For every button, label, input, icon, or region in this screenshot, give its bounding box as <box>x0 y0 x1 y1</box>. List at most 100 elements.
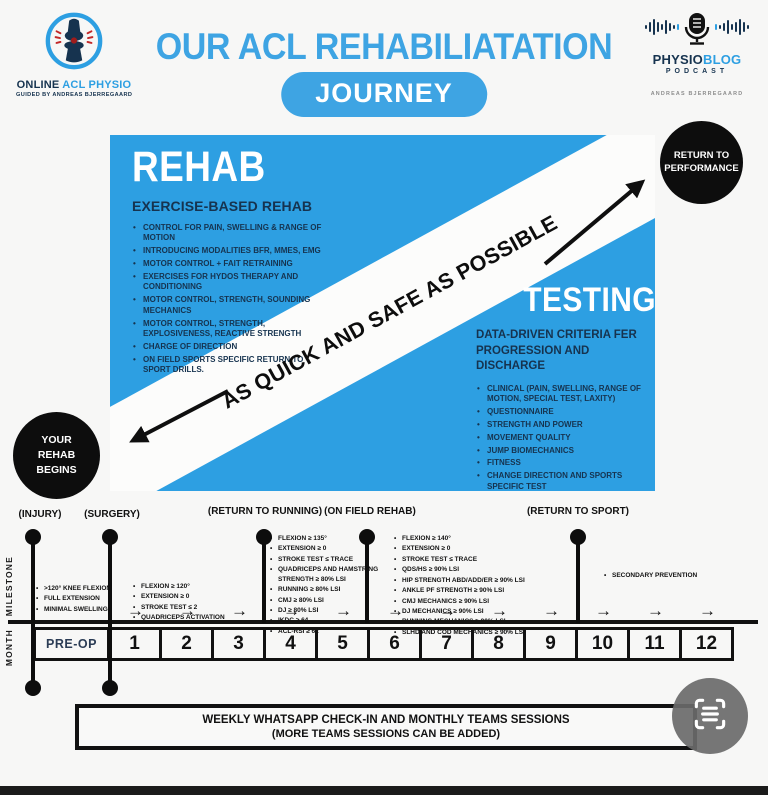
rehab-testing-panel: REHAB EXERCISE-BASED REHAB CONTROL FOR P… <box>110 135 655 491</box>
milestone-item: FLEXION ≥ 140° <box>394 534 536 544</box>
podcast-author: ANDREAS BJERREGAARD <box>650 91 744 97</box>
month-cell: 2 <box>159 627 214 661</box>
rehab-bullet: MOTOR CONTROL + FAIT RETRAINING <box>132 259 332 270</box>
rehab-subheading: EXERCISE-BASED REHAB <box>132 198 313 214</box>
event-label-on-field-rehab: (ON FIELD REHAB) <box>324 506 416 517</box>
logo-brand-text: ONLINE ACL PHYSIO <box>16 79 132 91</box>
online-acl-physio-logo: ONLINE ACL PHYSIO GUIDED BY ANDREAS BJER… <box>16 10 132 98</box>
bottom-letterbox-bar <box>0 786 768 795</box>
event-dot <box>570 529 586 545</box>
testing-bullet: FITNESS <box>476 458 655 469</box>
page-title: OUR ACL REHABILIATATION <box>155 26 613 67</box>
testing-section: TESTING DATA-DRIVEN CRITERIA FER PROGRES… <box>476 281 655 491</box>
milestone-item: DJ MECHANICS ≥ 90% LSI <box>394 607 536 617</box>
rehab-bullet: MOTOR CONTROL, STRENGTH, SOUNDING MECHAN… <box>132 295 332 316</box>
microphone-icon <box>641 13 753 50</box>
event-label-surgery: (SURGERY) <box>84 509 140 520</box>
month-cell: 12 <box>679 627 734 661</box>
milestone-item: ACL-RSI ≥ 62 <box>270 627 383 637</box>
milestone-item: DJ ≥ 80% LSI <box>270 606 383 616</box>
right-arrow-icon: → <box>127 601 144 620</box>
right-arrow-icon: → <box>231 601 248 620</box>
scan-document-icon <box>689 693 731 740</box>
event-dot <box>359 529 375 545</box>
month-cell: PRE-OP <box>33 627 110 661</box>
right-arrow-icon: → <box>543 601 560 620</box>
milestones-injury: >120° KNEE FLEXIONFULL EXTENSIONMINIMAL … <box>36 584 118 615</box>
rehab-section: REHAB EXERCISE-BASED REHAB CONTROL FOR P… <box>132 143 387 378</box>
right-arrow-icon: → <box>283 601 300 620</box>
milestone-item: EXTENSION ≥ 0 <box>133 592 245 602</box>
event-stem <box>108 537 112 690</box>
event-stem <box>576 537 580 623</box>
podcast-brand-text: PHYSIOBLOG <box>652 52 742 67</box>
month-cell: 1 <box>107 627 162 661</box>
logo-tagline: GUIDED BY ANDREAS BJERREGAARD <box>16 92 133 98</box>
physioblog-podcast-logo: PHYSIOBLOG PODCAST ANDREAS BJERREGAARD <box>634 12 760 97</box>
milestones-return-to-sport: SECONDARY PREVENTION <box>604 571 714 581</box>
testing-bullet: JUMP BIOMECHANICS <box>476 446 655 457</box>
month-cell: 8 <box>471 627 526 661</box>
milestone-item: QDS/HS ≥ 90% LSI <box>394 565 536 575</box>
rehab-bullet: MOTOR CONTROL, STRENGTH, EXPLOSIVENESS, … <box>132 319 332 340</box>
event-stem <box>262 537 266 623</box>
right-arrow-icon: → <box>595 601 612 620</box>
milestones-surgery: FLEXION ≥ 120°EXTENSION ≥ 0STROKE TEST ≤… <box>133 582 245 624</box>
event-label-return-to-sport: (RETURN TO SPORT) <box>526 506 630 517</box>
milestone-item: QUADRICEPS AND HAMSTRING STRENGTH ≥ 80% … <box>270 565 383 584</box>
row-label-milestone: MILESTONE <box>4 556 14 617</box>
footer-line1: WEEKLY WHATSAPP CHECK-IN AND MONTHLY TEA… <box>202 714 570 726</box>
month-row: PRE-OP 1 2 3 4 5 6 7 8 9 10 11 12 <box>33 627 734 661</box>
milestone-item: FULL EXTENSION <box>36 594 118 604</box>
rehab-heading: REHAB <box>132 143 266 191</box>
testing-heading: TESTING <box>523 281 655 319</box>
milestone-item: EXTENSION ≥ 0 <box>394 544 536 554</box>
right-arrow-icon: → <box>491 601 508 620</box>
right-arrow-icon: → <box>439 601 456 620</box>
testing-bullet: CHANGE DIRECTION AND SPORTS SPECIFIC TES… <box>476 471 655 491</box>
scan-button[interactable] <box>672 678 748 754</box>
rehab-bullet: EXERCISES FOR HYDOS THERAPY AND CONDITIO… <box>132 272 332 293</box>
milestone-item: STROKE TEST ≤ 2 <box>133 603 245 613</box>
right-arrow-icon: → <box>179 601 196 620</box>
milestone-item: EXTENSION ≥ 0 <box>270 544 383 554</box>
month-cell: 3 <box>211 627 266 661</box>
month-cell: 10 <box>575 627 630 661</box>
event-label-injury: (INJURY) <box>18 509 62 520</box>
milestone-item: MINIMAL SWELLING <box>36 605 118 615</box>
rehab-bullet-list: CONTROL FOR PAIN, SWELLING & RANGE OF MO… <box>132 223 332 376</box>
event-dot <box>256 529 272 545</box>
event-dot <box>102 529 118 545</box>
month-cell: 4 <box>263 627 318 661</box>
month-cell: 7 <box>419 627 474 661</box>
testing-subheading: DATA-DRIVEN CRITERIA FER PROGRESSION AND… <box>476 329 637 373</box>
your-rehab-begins-badge: YOUR REHAB BEGINS <box>13 412 100 499</box>
podcast-subtitle: PODCAST <box>665 68 729 75</box>
milestone-item: CMJ ≥ 80% LSI <box>270 596 383 606</box>
month-cell: 9 <box>523 627 578 661</box>
testing-bullet: CLINICAL (PAIN, SWELLING, RANGE OF MOTIO… <box>476 384 655 405</box>
event-dot-bottom <box>102 680 118 696</box>
milestone-item: SLHD AND COD MECHANICS ≥ 90% LSI <box>394 628 536 638</box>
milestone-item: HIP STRENGTH ABD/ADD/ER ≥ 90% LSI <box>394 576 536 586</box>
right-arrow-icon: → <box>647 601 664 620</box>
testing-bullet: MOVEMENT QUALITY <box>476 433 655 444</box>
return-to-performance-badge: RETURN TO PERFORMANCE <box>660 121 743 204</box>
month-cell: 6 <box>367 627 422 661</box>
title-journey-pill: JOURNEY <box>281 72 487 117</box>
milestone-item: SECONDARY PREVENTION <box>604 571 714 581</box>
event-dot-bottom <box>25 680 41 696</box>
rehab-bullet: INTRODUCING MODALITIES BFR, MMES, EMG <box>132 246 332 257</box>
knee-joint-icon <box>43 12 105 76</box>
rehab-bullet: CHARGE OF DIRECTION <box>132 342 332 353</box>
footer-line2: (MORE TEAMS SESSIONS CAN BE ADDED) <box>271 728 501 740</box>
month-cell: 5 <box>315 627 370 661</box>
milestone-item: QUADRICEPS ACTIVATION <box>133 613 245 623</box>
event-stem <box>31 537 35 690</box>
event-dot <box>25 529 41 545</box>
milestone-item: FLEXION ≥ 120° <box>133 582 245 592</box>
timeline-axis <box>8 620 758 624</box>
right-arrow-icon: → <box>699 601 716 620</box>
right-arrow-icon: → <box>387 601 404 620</box>
